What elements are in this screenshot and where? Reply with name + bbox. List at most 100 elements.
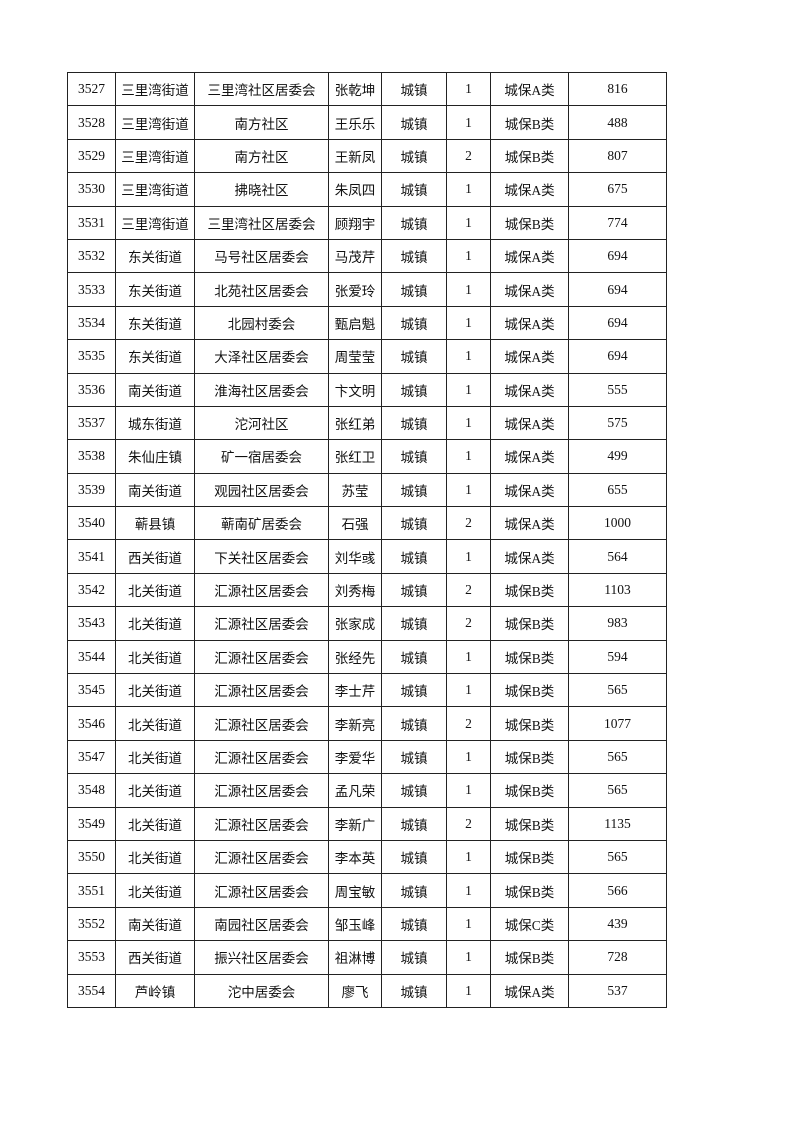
area-type-cell: 城镇 xyxy=(381,339,447,374)
name-cell: 李新亮 xyxy=(328,706,382,741)
row-number-cell: 3551 xyxy=(67,873,116,908)
table-row: 3550 北关街道 汇源社区居委会 李本英 城镇 1 城保B类 565 xyxy=(67,839,667,875)
amount-cell: 499 xyxy=(568,439,667,474)
area-type-cell: 城镇 xyxy=(381,906,447,942)
name-cell: 周莹莹 xyxy=(328,339,382,374)
category-cell: 城保A类 xyxy=(490,439,569,474)
community-cell: 三里湾社区居委会 xyxy=(194,71,329,107)
category-cell: 城保B类 xyxy=(490,639,569,675)
row-number-cell: 3536 xyxy=(67,372,116,407)
area-type-cell: 城镇 xyxy=(381,973,447,1008)
community-cell: 南方社区 xyxy=(194,138,329,174)
name-cell: 李爱华 xyxy=(328,739,382,775)
area-type-cell: 城镇 xyxy=(381,539,447,574)
amount-cell: 816 xyxy=(568,71,667,107)
table-row: 3545 北关街道 汇源社区居委会 李士芹 城镇 1 城保B类 565 xyxy=(67,673,667,708)
household-count-cell: 1 xyxy=(446,940,491,975)
community-cell: 大泽社区居委会 xyxy=(194,339,329,374)
area-type-cell: 城镇 xyxy=(381,806,447,841)
name-cell: 刘秀梅 xyxy=(328,572,382,608)
amount-cell: 694 xyxy=(568,238,667,274)
table-row: 3542 北关街道 汇源社区居委会 刘秀梅 城镇 2 城保B类 1103 xyxy=(67,572,667,608)
area-type-cell: 城镇 xyxy=(381,706,447,741)
household-count-cell: 2 xyxy=(446,506,491,541)
name-cell: 石强 xyxy=(328,506,382,541)
table-row: 3527 三里湾街道 三里湾社区居委会 张乾坤 城镇 1 城保A类 816 xyxy=(67,71,667,107)
community-cell: 观园社区居委会 xyxy=(194,472,329,508)
household-count-cell: 1 xyxy=(446,105,491,140)
street-cell: 东关街道 xyxy=(115,305,195,341)
row-number-cell: 3550 xyxy=(67,839,116,875)
row-number-cell: 3542 xyxy=(67,572,116,608)
category-cell: 城保B类 xyxy=(490,706,569,741)
area-type-cell: 城镇 xyxy=(381,673,447,708)
area-type-cell: 城镇 xyxy=(381,472,447,508)
area-type-cell: 城镇 xyxy=(381,105,447,140)
area-type-cell: 城镇 xyxy=(381,405,447,441)
community-cell: 北苑社区居委会 xyxy=(194,272,329,307)
amount-cell: 1103 xyxy=(568,572,667,608)
name-cell: 李本英 xyxy=(328,839,382,875)
household-count-cell: 1 xyxy=(446,539,491,574)
street-cell: 北关街道 xyxy=(115,873,195,908)
amount-cell: 1135 xyxy=(568,806,667,841)
amount-cell: 565 xyxy=(568,739,667,775)
category-cell: 城保B类 xyxy=(490,940,569,975)
name-cell: 顾翔宇 xyxy=(328,205,382,240)
household-count-cell: 1 xyxy=(446,305,491,341)
table-row: 3549 北关街道 汇源社区居委会 李新广 城镇 2 城保B类 1135 xyxy=(67,806,667,841)
category-cell: 城保B类 xyxy=(490,839,569,875)
name-cell: 甄启魁 xyxy=(328,305,382,341)
table-row: 3547 北关街道 汇源社区居委会 李爱华 城镇 1 城保B类 565 xyxy=(67,739,667,775)
name-cell: 李新广 xyxy=(328,806,382,841)
name-cell: 李士芹 xyxy=(328,673,382,708)
row-number-cell: 3554 xyxy=(67,973,116,1008)
household-count-cell: 2 xyxy=(446,138,491,174)
community-cell: 南方社区 xyxy=(194,105,329,140)
street-cell: 北关街道 xyxy=(115,606,195,641)
amount-cell: 575 xyxy=(568,405,667,441)
street-cell: 城东街道 xyxy=(115,405,195,441)
table-row: 3548 北关街道 汇源社区居委会 孟凡荣 城镇 1 城保B类 565 xyxy=(67,773,667,808)
table-row: 3540 蕲县镇 蕲南矿居委会 石强 城镇 2 城保A类 1000 xyxy=(67,506,667,541)
category-cell: 城保B类 xyxy=(490,873,569,908)
street-cell: 三里湾街道 xyxy=(115,71,195,107)
street-cell: 北关街道 xyxy=(115,806,195,841)
community-cell: 汇源社区居委会 xyxy=(194,572,329,608)
community-cell: 沱中居委会 xyxy=(194,973,329,1008)
name-cell: 张经先 xyxy=(328,639,382,675)
table-row: 3539 南关街道 观园社区居委会 苏莹 城镇 1 城保A类 655 xyxy=(67,472,667,508)
table-row: 3534 东关街道 北园村委会 甄启魁 城镇 1 城保A类 694 xyxy=(67,305,667,341)
community-cell: 沱河社区 xyxy=(194,405,329,441)
name-cell: 廖飞 xyxy=(328,973,382,1008)
community-cell: 矿一宿居委会 xyxy=(194,439,329,474)
area-type-cell: 城镇 xyxy=(381,839,447,875)
household-count-cell: 1 xyxy=(446,272,491,307)
community-cell: 汇源社区居委会 xyxy=(194,873,329,908)
household-count-cell: 1 xyxy=(446,405,491,441)
table-row: 3535 东关街道 大泽社区居委会 周莹莹 城镇 1 城保A类 694 xyxy=(67,339,667,374)
row-number-cell: 3537 xyxy=(67,405,116,441)
category-cell: 城保B类 xyxy=(490,105,569,140)
street-cell: 三里湾街道 xyxy=(115,205,195,240)
area-type-cell: 城镇 xyxy=(381,773,447,808)
street-cell: 东关街道 xyxy=(115,238,195,274)
table-row: 3536 南关街道 淮海社区居委会 卞文明 城镇 1 城保A类 555 xyxy=(67,372,667,407)
street-cell: 北关街道 xyxy=(115,739,195,775)
row-number-cell: 3540 xyxy=(67,506,116,541)
table-row: 3528 三里湾街道 南方社区 王乐乐 城镇 1 城保B类 488 xyxy=(67,105,667,140)
area-type-cell: 城镇 xyxy=(381,639,447,675)
category-cell: 城保B类 xyxy=(490,606,569,641)
name-cell: 苏莹 xyxy=(328,472,382,508)
household-count-cell: 1 xyxy=(446,973,491,1008)
row-number-cell: 3545 xyxy=(67,673,116,708)
category-cell: 城保B类 xyxy=(490,138,569,174)
table-row: 3544 北关街道 汇源社区居委会 张经先 城镇 1 城保B类 594 xyxy=(67,639,667,675)
category-cell: 城保A类 xyxy=(490,71,569,107)
community-cell: 汇源社区居委会 xyxy=(194,739,329,775)
household-count-cell: 1 xyxy=(446,839,491,875)
table-row: 3537 城东街道 沱河社区 张红弟 城镇 1 城保A类 575 xyxy=(67,405,667,441)
area-type-cell: 城镇 xyxy=(381,172,447,207)
amount-cell: 774 xyxy=(568,205,667,240)
table-row: 3532 东关街道 马号社区居委会 马茂芹 城镇 1 城保A类 694 xyxy=(67,238,667,274)
